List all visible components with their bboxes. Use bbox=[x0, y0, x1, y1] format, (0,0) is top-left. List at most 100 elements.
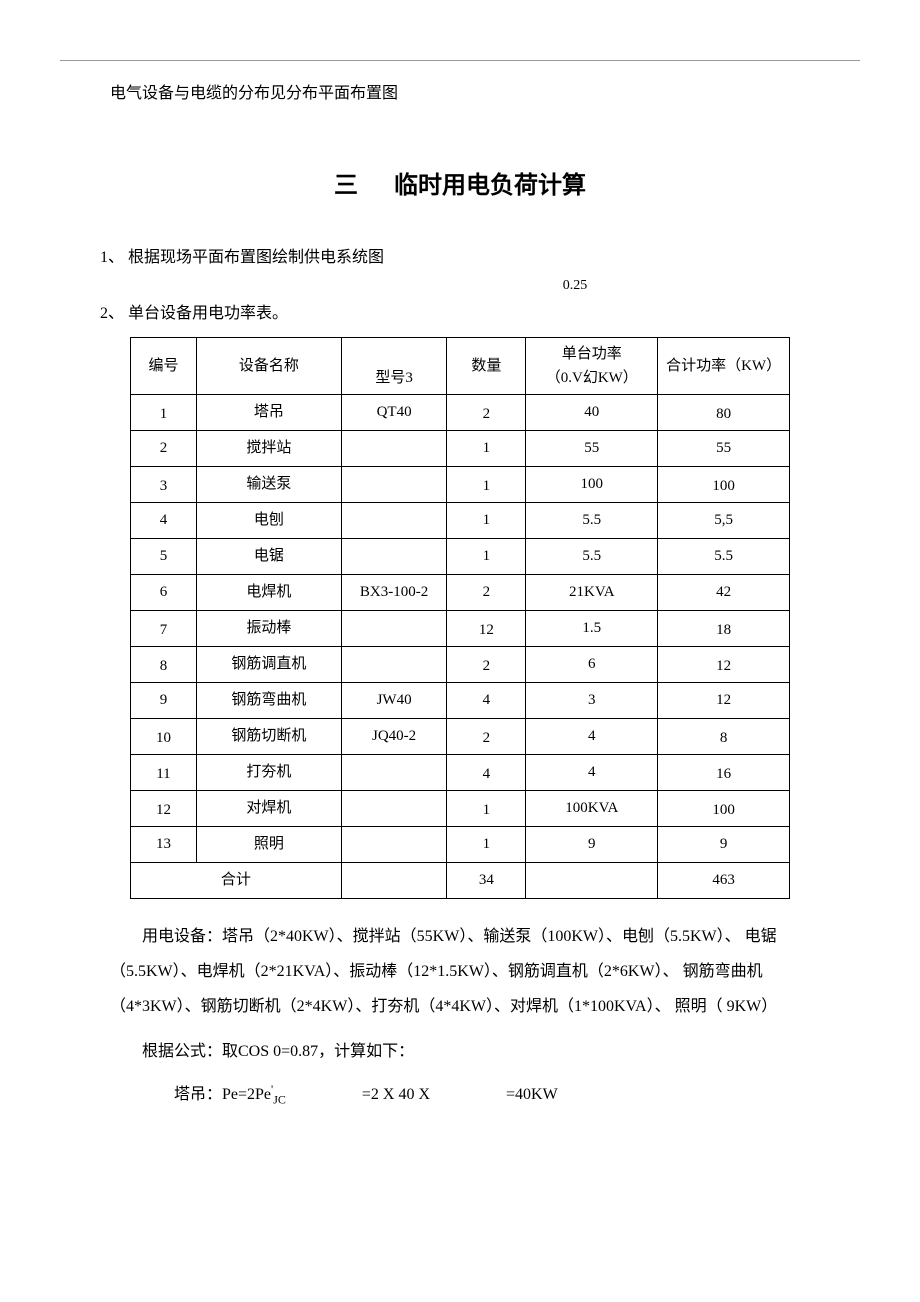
cell-total: 5,5 bbox=[658, 502, 790, 538]
cell-name: 输送泵 bbox=[196, 466, 341, 502]
table-body: 1塔吊QT40240802搅拌站155553输送泵11001004电刨15.55… bbox=[131, 394, 790, 862]
power-table-wrap: 编号 设备名称 型号3 数量 单台功率 （0.V幻KW） 合计功率（KW） 1塔… bbox=[130, 337, 790, 899]
formula-intro: 根据公式：取COS 0=0.87，计算如下： bbox=[110, 1039, 810, 1065]
cell-total: 12 bbox=[658, 682, 790, 718]
cell-unit: 6 bbox=[526, 646, 658, 682]
cell-id: 1 bbox=[131, 394, 197, 430]
cell-qty: 4 bbox=[447, 754, 526, 790]
formula-mid: =2 Χ 40 Χ bbox=[330, 1082, 430, 1108]
cell-unit: 21KVA bbox=[526, 574, 658, 610]
cell-unit: 1.5 bbox=[526, 610, 658, 646]
cell-unit: 4 bbox=[526, 718, 658, 754]
cell-total: 16 bbox=[658, 754, 790, 790]
cell-total: 12 bbox=[658, 646, 790, 682]
col-header-id: 编号 bbox=[131, 337, 197, 394]
section-number: 三 bbox=[334, 173, 358, 199]
formula-line: 塔吊：Pe=2Pe'JC =2 Χ 40 Χ =40KW bbox=[110, 1080, 810, 1110]
cell-unit: 40 bbox=[526, 394, 658, 430]
cell-id: 11 bbox=[131, 754, 197, 790]
cell-unit: 55 bbox=[526, 430, 658, 466]
cell-unit: 100KVA bbox=[526, 790, 658, 826]
table-row: 6电焊机BX3-100-2221KVA42 bbox=[131, 574, 790, 610]
col-header-unit-l1: 单台功率 bbox=[532, 342, 651, 366]
table-row: 2搅拌站15555 bbox=[131, 430, 790, 466]
table-row: 13照明199 bbox=[131, 826, 790, 862]
cell-id: 12 bbox=[131, 790, 197, 826]
col-header-unit-l2: （0.V幻KW） bbox=[532, 366, 651, 390]
cell-unit: 5.5 bbox=[526, 502, 658, 538]
cell-unit: 4 bbox=[526, 754, 658, 790]
cell-name: 电刨 bbox=[196, 502, 341, 538]
cell-model bbox=[341, 646, 446, 682]
cell-name: 电焊机 bbox=[196, 574, 341, 610]
cell-id: 4 bbox=[131, 502, 197, 538]
cell-model: BX3-100-2 bbox=[341, 574, 446, 610]
cell-qty: 1 bbox=[447, 826, 526, 862]
cell-qty: 4 bbox=[447, 682, 526, 718]
cell-id: 13 bbox=[131, 826, 197, 862]
cell-unit: 5.5 bbox=[526, 538, 658, 574]
cell-id: 9 bbox=[131, 682, 197, 718]
cell-qty: 1 bbox=[447, 466, 526, 502]
footer-total: 463 bbox=[658, 862, 790, 898]
cell-total: 5.5 bbox=[658, 538, 790, 574]
cell-id: 8 bbox=[131, 646, 197, 682]
col-header-model: 型号3 bbox=[341, 337, 446, 394]
cell-total: 80 bbox=[658, 394, 790, 430]
cell-id: 6 bbox=[131, 574, 197, 610]
cell-name: 搅拌站 bbox=[196, 430, 341, 466]
formula-end: =40KW bbox=[474, 1082, 558, 1108]
section-heading: 三 临时用电负荷计算 bbox=[60, 167, 860, 205]
table-row: 9钢筋弯曲机JW404312 bbox=[131, 682, 790, 718]
formula-prefix: 塔吊：Pe=2Pe bbox=[142, 1082, 271, 1108]
cell-unit: 100 bbox=[526, 466, 658, 502]
cell-total: 8 bbox=[658, 718, 790, 754]
cell-name: 振动棒 bbox=[196, 610, 341, 646]
cell-qty: 1 bbox=[447, 538, 526, 574]
cell-total: 9 bbox=[658, 826, 790, 862]
col-header-name: 设备名称 bbox=[196, 337, 341, 394]
cell-name: 对焊机 bbox=[196, 790, 341, 826]
cell-name: 钢筋切断机 bbox=[196, 718, 341, 754]
equipment-paragraph: 用电设备：塔吊（2*40KW）、搅拌站（55KW）、输送泵（100KW）、电刨（… bbox=[110, 919, 810, 1025]
table-row: 4电刨 15.55,5 bbox=[131, 502, 790, 538]
cell-qty: 1 bbox=[447, 790, 526, 826]
cell-model bbox=[341, 430, 446, 466]
cell-model: JW40 bbox=[341, 682, 446, 718]
col-header-qty: 数量 bbox=[447, 337, 526, 394]
footer-unit bbox=[526, 862, 658, 898]
table-row: 7振动棒121.518 bbox=[131, 610, 790, 646]
page-rule bbox=[60, 60, 860, 61]
cell-model bbox=[341, 502, 446, 538]
col-header-total: 合计功率（KW） bbox=[658, 337, 790, 394]
cell-name: 塔吊 bbox=[196, 394, 341, 430]
cell-qty: 2 bbox=[447, 646, 526, 682]
cell-id: 7 bbox=[131, 610, 197, 646]
col-header-unit: 单台功率 （0.V幻KW） bbox=[526, 337, 658, 394]
cell-qty: 2 bbox=[447, 718, 526, 754]
list-item-1: 1、 根据现场平面布置图绘制供电系统图 bbox=[100, 245, 860, 271]
cell-unit: 9 bbox=[526, 826, 658, 862]
formula-sub: JC bbox=[273, 1092, 286, 1106]
cell-unit: 3 bbox=[526, 682, 658, 718]
cell-model: JQ40-2 bbox=[341, 718, 446, 754]
cell-qty: 2 bbox=[447, 574, 526, 610]
cell-model bbox=[341, 610, 446, 646]
table-row: 12对焊机 1100KVA100 bbox=[131, 790, 790, 826]
cell-model bbox=[341, 538, 446, 574]
cell-name: 打夯机 bbox=[196, 754, 341, 790]
floating-note: 0.25 bbox=[290, 275, 860, 297]
table-row: 11打夯机4416 bbox=[131, 754, 790, 790]
footer-label: 合计 bbox=[131, 862, 342, 898]
cell-qty: 1 bbox=[447, 502, 526, 538]
cell-model bbox=[341, 826, 446, 862]
section-title-text: 临时用电负荷计算 bbox=[394, 173, 586, 199]
cell-total: 55 bbox=[658, 430, 790, 466]
table-row: 3输送泵1100100 bbox=[131, 466, 790, 502]
cell-total: 18 bbox=[658, 610, 790, 646]
cell-total: 100 bbox=[658, 466, 790, 502]
table-row: 8钢筋调直机2612 bbox=[131, 646, 790, 682]
cell-total: 100 bbox=[658, 790, 790, 826]
cell-id: 10 bbox=[131, 718, 197, 754]
cell-model bbox=[341, 790, 446, 826]
